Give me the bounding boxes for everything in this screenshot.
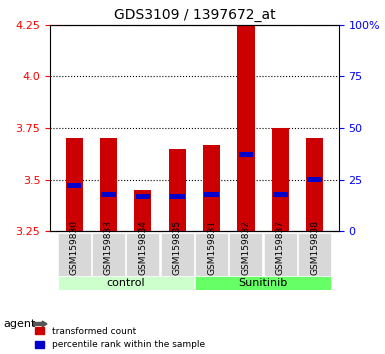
Text: GSM159834: GSM159834 <box>138 220 147 275</box>
Legend: transformed count, percentile rank within the sample: transformed count, percentile rank withi… <box>35 327 205 349</box>
FancyBboxPatch shape <box>229 233 263 275</box>
FancyBboxPatch shape <box>298 233 331 275</box>
Bar <box>238 21 254 231</box>
Text: GSM159830: GSM159830 <box>70 220 79 275</box>
Bar <box>100 138 117 231</box>
Text: Sunitinib: Sunitinib <box>239 278 288 288</box>
FancyBboxPatch shape <box>58 233 90 275</box>
Bar <box>136 194 150 199</box>
Text: GSM159837: GSM159837 <box>276 220 285 275</box>
Bar <box>204 192 219 197</box>
Bar <box>308 177 322 182</box>
Bar <box>273 192 288 197</box>
Bar <box>272 128 289 231</box>
Bar <box>101 192 116 197</box>
FancyBboxPatch shape <box>195 233 228 275</box>
Bar <box>134 190 151 231</box>
FancyBboxPatch shape <box>58 276 194 290</box>
Text: agent: agent <box>4 319 36 329</box>
FancyBboxPatch shape <box>264 233 297 275</box>
FancyBboxPatch shape <box>126 233 159 275</box>
Bar <box>169 149 186 231</box>
Bar <box>65 138 83 231</box>
Text: control: control <box>106 278 145 288</box>
Text: GSM159833: GSM159833 <box>104 220 113 275</box>
Text: GSM159838: GSM159838 <box>310 220 319 275</box>
Text: GSM159831: GSM159831 <box>207 220 216 275</box>
Title: GDS3109 / 1397672_at: GDS3109 / 1397672_at <box>114 8 275 22</box>
FancyBboxPatch shape <box>92 233 125 275</box>
Bar <box>239 152 253 158</box>
Bar <box>67 183 81 188</box>
Text: GSM159832: GSM159832 <box>241 220 251 275</box>
Text: GSM159835: GSM159835 <box>173 220 182 275</box>
Bar <box>170 194 184 199</box>
Bar <box>306 138 323 231</box>
Bar <box>203 144 220 231</box>
FancyBboxPatch shape <box>161 233 194 275</box>
FancyBboxPatch shape <box>195 276 331 290</box>
